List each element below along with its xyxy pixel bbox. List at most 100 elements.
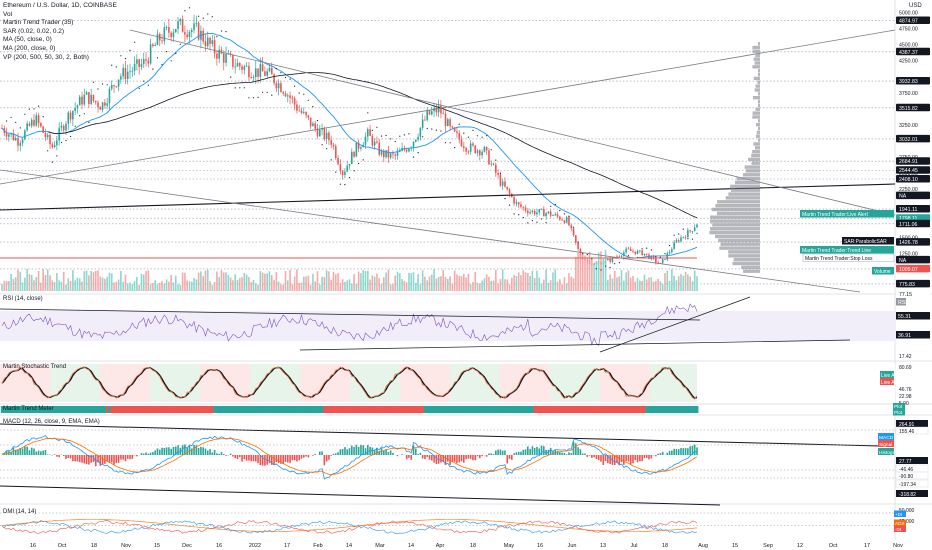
candle-body: [554, 214, 557, 216]
macd-histogram-bar: [321, 451, 323, 455]
macd-histogram-bar: [355, 444, 358, 455]
candle-body: [341, 171, 344, 175]
macd-histogram-bar: [616, 455, 618, 463]
dmi-pane-label[interactable]: DMI (14, 14): [3, 509, 37, 515]
macd-label-text: 27.77: [899, 459, 912, 465]
macd-histogram-bar: [346, 449, 349, 455]
indicator-vol[interactable]: Vol: [3, 10, 13, 18]
volume-bar: [401, 278, 403, 291]
candle-body: [49, 134, 51, 145]
candle-body: [149, 44, 152, 64]
trend-meter-cell: [551, 406, 555, 413]
trend-meter-cell: [679, 406, 683, 413]
trend-meter-cell: [496, 406, 500, 413]
trend-meter-cell: [80, 406, 84, 413]
candle-body: [245, 65, 248, 67]
trend-meter-cell: [494, 406, 498, 413]
candle-body: [30, 119, 33, 126]
candle-body: [330, 140, 333, 145]
indicator-vp[interactable]: VP (200, 500, 50, 30, 2, Both): [3, 53, 89, 61]
volume-bar: [211, 284, 214, 291]
candle-body: [133, 63, 136, 71]
candle-body: [76, 105, 79, 109]
time-tick-label: May: [504, 543, 515, 549]
volume-bar: [257, 284, 259, 291]
volume-bar: [190, 281, 193, 291]
macd-histogram-bar: [533, 448, 536, 455]
volume-bar: [181, 272, 184, 291]
macd-histogram-bar: [661, 451, 664, 455]
time-tick-label: Oct: [829, 543, 838, 549]
candle-body: [275, 83, 278, 89]
volume-bar: [584, 255, 586, 291]
volume-bar: [417, 274, 419, 291]
trend-meter-cell: [579, 406, 582, 413]
volume-bar: [565, 283, 568, 291]
candle-body: [33, 119, 35, 126]
volume-profile-row: [745, 169, 760, 173]
indicator-ma200[interactable]: MA (200, close, 0): [3, 44, 56, 52]
macd-trend-line: [0, 485, 721, 506]
time-tick-label: 15: [732, 543, 738, 549]
trend-meter-pane-label[interactable]: Martin Trend Meter: [3, 406, 54, 412]
sar-dot: [97, 88, 99, 90]
candle-body: [312, 123, 314, 127]
price-axis: 5000.004750.004500.004250.003750.003500.…: [800, 10, 930, 532]
macd-histogram-bar: [19, 448, 22, 455]
candle-body: [645, 253, 648, 255]
trend-meter-cell: [462, 406, 466, 413]
candle-body: [92, 94, 95, 101]
indicator-sar[interactable]: SAR (0.02, 0.02, 0.2): [3, 27, 65, 35]
trend-meter-cell: [503, 406, 507, 413]
stoch-label-box: [880, 371, 894, 378]
volume-bar: [636, 277, 639, 291]
rsi-pane-label[interactable]: RSI (14, close): [3, 296, 43, 302]
volume-bar: [115, 281, 118, 291]
rsi-label-text: 55.31: [898, 314, 911, 320]
trend-meter-cell: [154, 406, 157, 413]
candle-body: [28, 123, 31, 126]
trend-meter-cell: [396, 406, 399, 413]
stoch-pane-label[interactable]: Martin Stochastic Trend: [3, 364, 67, 370]
trend-meter-cell: [512, 406, 516, 413]
trend-meter-cell: [112, 406, 116, 413]
macd-histogram-bar: [90, 455, 92, 463]
candle-body: [419, 127, 422, 137]
candle-body: [126, 71, 129, 79]
time-tick-label: Nov: [893, 543, 903, 549]
overlay-label-box: [842, 237, 894, 245]
candle-body: [524, 207, 527, 211]
candle-body: [360, 147, 362, 149]
sar-dot: [472, 129, 474, 131]
indicator-martin-trend-trader[interactable]: Martin Trend Trader (35): [3, 19, 74, 27]
time-tick-label: 13: [600, 543, 606, 549]
macd-histogram-bar: [62, 455, 65, 456]
macd-pane-label[interactable]: MACD (12, 26, close, 9, EMA, EMA): [3, 419, 100, 425]
candle-body: [641, 250, 643, 256]
volume-profile-row: [717, 200, 760, 204]
trend-meter-cell: [691, 406, 694, 413]
volume-bar: [460, 276, 463, 291]
sar-dot: [595, 268, 598, 270]
volume-bar: [40, 282, 42, 291]
volume-profile-row: [758, 99, 760, 104]
sar-dot: [444, 142, 447, 144]
volume-bar: [42, 269, 44, 291]
sar-dot: [38, 105, 40, 107]
trend-meter-cell: [213, 406, 217, 413]
macd-histogram-bar: [229, 453, 232, 455]
candle-body: [396, 151, 399, 156]
trend-meter-cell: [410, 406, 413, 413]
volume-bar: [677, 276, 680, 291]
candle-body: [186, 34, 188, 38]
trend-meter-cell: [293, 406, 297, 413]
macd-histogram-bar: [26, 446, 28, 455]
symbol-title[interactable]: Ethereum / U.S. Dollar, 1D, COINBASE: [3, 2, 117, 9]
rsi-label-box: [896, 331, 930, 339]
indicator-ma50[interactable]: MA (50, close, 0): [3, 36, 52, 44]
volume-bar: [451, 284, 454, 291]
trend-meter-cell: [108, 406, 111, 413]
trend-meter-cell: [359, 406, 363, 413]
sar-dot: [83, 113, 85, 115]
volume-bar: [645, 279, 648, 291]
